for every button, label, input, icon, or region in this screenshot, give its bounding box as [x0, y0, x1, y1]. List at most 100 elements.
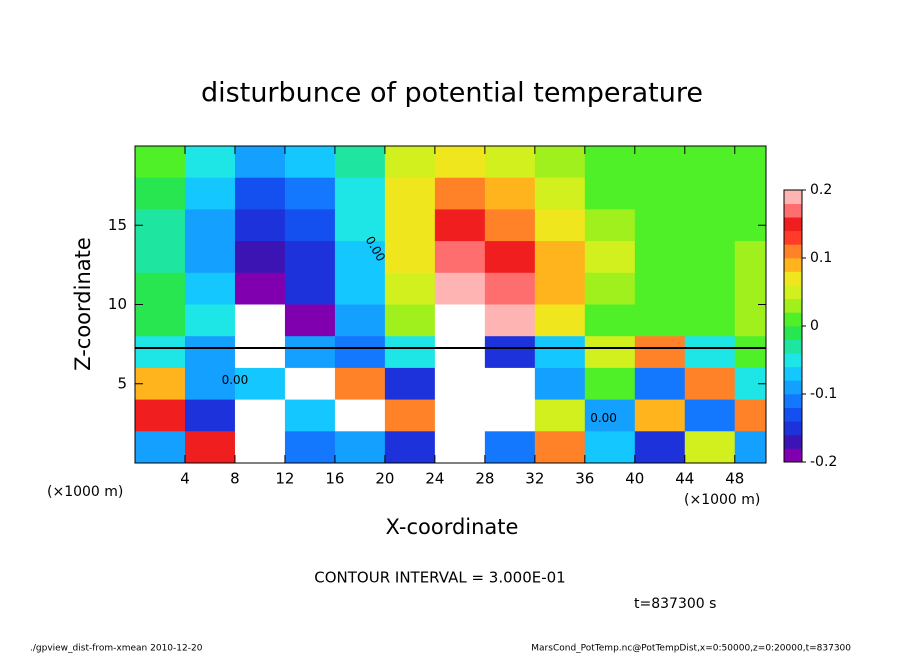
x-tick-label: 8	[230, 470, 240, 488]
heatmap-cell	[135, 146, 186, 179]
heatmap-cell	[734, 431, 766, 463]
heatmap-cell	[234, 146, 286, 179]
heatmap-cell	[634, 241, 686, 274]
heatmap-cell	[684, 431, 736, 463]
heatmap-cell	[484, 209, 536, 242]
heatmap-cell	[434, 304, 486, 337]
heatmap-cell	[534, 304, 586, 337]
heatmap-cell	[484, 304, 536, 337]
colorbar-tick-label: -0.1	[810, 386, 837, 402]
heatmap-cell	[184, 431, 236, 463]
heatmap-cell	[234, 241, 286, 274]
heatmap-cell	[434, 272, 486, 305]
heatmap-cell	[234, 336, 286, 369]
heatmap-cell	[734, 146, 766, 179]
heatmap-cell	[184, 209, 236, 242]
heatmap-cell	[434, 431, 486, 463]
heatmap-cell	[284, 209, 336, 242]
heatmap-cell	[634, 367, 686, 401]
heatmap-cell	[534, 399, 586, 432]
heatmap-cell	[284, 367, 336, 401]
colorbar-swatch	[784, 230, 802, 245]
heatmap-cell	[634, 304, 686, 337]
heatmap-cell	[135, 367, 186, 401]
heatmap-cell	[584, 177, 636, 210]
time-label: t=837300 s	[634, 596, 716, 612]
heatmap-cell	[434, 336, 486, 369]
heatmap	[135, 146, 766, 463]
heatmap-cell	[534, 367, 586, 401]
x-unit-label: (×1000 m)	[684, 492, 760, 508]
heatmap-cell	[234, 209, 286, 242]
colorbar-swatch	[784, 407, 802, 422]
colorbar-swatch	[784, 217, 802, 232]
heatmap-cell	[284, 399, 336, 432]
heatmap-cell	[584, 399, 636, 432]
heatmap-cell	[534, 177, 586, 210]
heatmap-cell	[634, 431, 686, 463]
heatmap-cell	[234, 399, 286, 432]
heatmap-cell	[384, 367, 436, 401]
x-tick-label: 36	[575, 470, 594, 488]
heatmap-cell	[334, 241, 386, 274]
heatmap-cell	[434, 399, 486, 432]
heatmap-cell	[184, 241, 236, 274]
heatmap-cell	[734, 336, 766, 369]
heatmap-cell	[284, 241, 336, 274]
heatmap-cell	[584, 146, 636, 179]
heatmap-cell	[584, 304, 636, 337]
heatmap-cell	[184, 399, 236, 432]
footer-right: MarsCond_PotTemp.nc@PotTempDist,x=0:5000…	[531, 644, 851, 654]
y-tick-label: 10	[108, 295, 127, 313]
heatmap-cell	[135, 241, 186, 274]
heatmap-cell	[184, 367, 236, 401]
heatmap-cell	[384, 209, 436, 242]
heatmap-cell	[284, 336, 336, 369]
x-tick-label: 12	[275, 470, 294, 488]
heatmap-cell	[184, 336, 236, 369]
heatmap-cell	[434, 146, 486, 179]
colorbar-swatch	[784, 380, 802, 395]
heatmap-cell	[234, 177, 286, 210]
heatmap-cell	[434, 209, 486, 242]
heatmap-cell	[584, 209, 636, 242]
heatmap-cell	[434, 241, 486, 274]
colorbar-swatch	[784, 285, 802, 300]
heatmap-cell	[584, 336, 636, 369]
heatmap-cell	[184, 177, 236, 210]
heatmap-cell	[634, 272, 686, 305]
colorbar-swatch	[784, 326, 802, 340]
heatmap-cell	[684, 336, 736, 369]
heatmap-cell	[484, 336, 536, 369]
x-tick-label: 28	[475, 470, 494, 488]
x-tick-label: 4	[180, 470, 190, 488]
heatmap-cell	[634, 146, 686, 179]
colorbar-swatch	[784, 190, 802, 204]
heatmap-cell	[384, 431, 436, 463]
colorbar-swatch	[784, 271, 802, 286]
heatmap-cell	[484, 367, 536, 401]
y-tick-label: 5	[117, 374, 127, 392]
heatmap-cell	[135, 431, 186, 463]
heatmap-cell	[334, 177, 386, 210]
heatmap-cell	[334, 209, 386, 242]
heatmap-cell	[184, 304, 236, 337]
heatmap-cell	[135, 272, 186, 305]
colorbar-tick-label: 0.2	[810, 182, 832, 198]
heatmap-cell	[484, 272, 536, 305]
heatmap-cell	[284, 272, 336, 305]
x-tick-label: 24	[425, 470, 444, 488]
colorbar-tick-label: -0.2	[810, 454, 837, 470]
heatmap-cell	[334, 367, 386, 401]
heatmap-cell	[234, 367, 286, 401]
heatmap-cell	[184, 146, 236, 179]
heatmap-cell	[734, 241, 766, 274]
heatmap-cell	[284, 304, 336, 337]
colorbar-swatch	[784, 258, 802, 272]
heatmap-cell	[534, 241, 586, 274]
heatmap-cell	[634, 209, 686, 242]
colorbar-tick-label: 0	[810, 318, 819, 334]
colorbar-swatch	[784, 298, 802, 313]
heatmap-cell	[334, 399, 386, 432]
